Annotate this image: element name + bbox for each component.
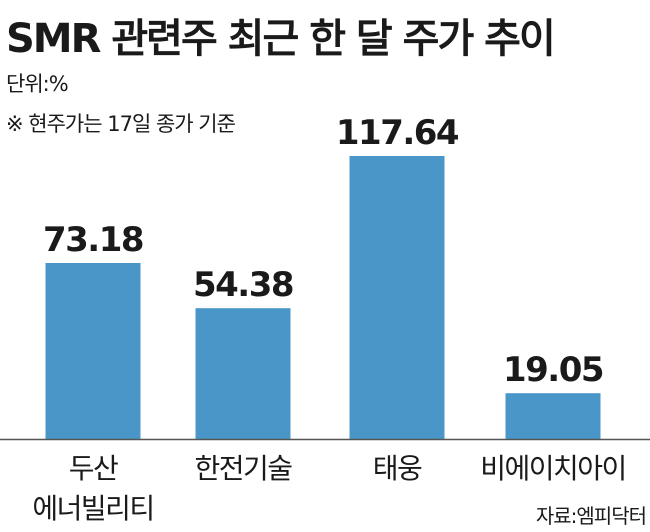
source-label: 자료:엠피닥터 xyxy=(535,504,647,528)
value-label-0: 73.18 xyxy=(43,220,143,260)
bar-2 xyxy=(349,156,445,439)
value-label-2: 117.64 xyxy=(336,113,459,153)
category-label-1: 한전기술 xyxy=(194,452,292,485)
bar-1 xyxy=(195,308,291,439)
note-label: ※ 현주가는 17일 종가 기준 xyxy=(6,112,236,136)
bar-3 xyxy=(505,393,601,439)
category-label-0: 두산 xyxy=(69,452,118,485)
category-label-0-line1: 에너빌리티 xyxy=(32,492,153,525)
category-label-3: 비에이치아이 xyxy=(480,452,626,485)
unit-label: 단위:% xyxy=(6,72,69,96)
value-label-3: 19.05 xyxy=(503,350,603,390)
category-label-2: 태웅 xyxy=(373,452,422,485)
chart-title: SMR 관련주 최근 한 달 주가 추이 xyxy=(6,16,556,62)
bar-0 xyxy=(45,263,141,439)
value-label-1: 54.38 xyxy=(193,265,293,305)
